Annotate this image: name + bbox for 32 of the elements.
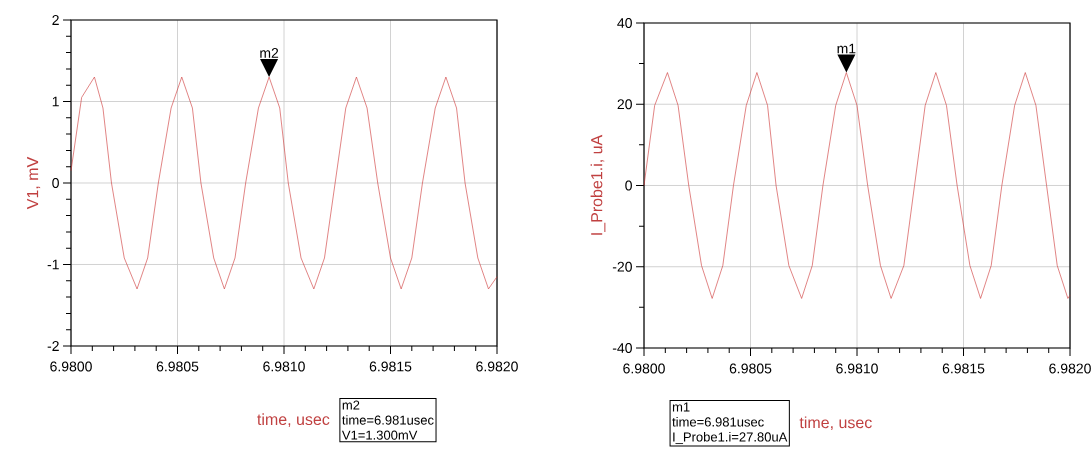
x-tick-label: 6.9805 — [156, 361, 199, 372]
x-tick-label: 6.9800 — [623, 363, 665, 374]
y-tick-label: 0 — [625, 180, 632, 191]
x-tick-label: 6.9810 — [263, 361, 305, 372]
x-tick-label: 6.9815 — [942, 363, 985, 374]
y-axis-title: I_Probe1.i, uA — [590, 134, 606, 235]
x-tick-label: 6.9820 — [476, 361, 518, 372]
x-tick-label: 6.9815 — [369, 361, 412, 372]
x-tick-label: 6.9810 — [836, 363, 878, 374]
y-tick-label: 40 — [617, 18, 632, 28]
text: m1 — [672, 402, 690, 412]
y-tick-label: -2 — [47, 341, 59, 351]
y-tick-label: -40 — [612, 343, 632, 353]
y-tick-label: 20 — [617, 99, 632, 110]
x-axis-title: time, usec — [799, 416, 872, 431]
y-tick-label: -20 — [612, 261, 632, 272]
x-axis-title: time, usec — [257, 413, 330, 427]
y-tick-label: -1 — [47, 259, 59, 270]
text: m2 — [342, 400, 360, 410]
annotation: m2 — [260, 48, 279, 58]
y-tick-label: 0 — [52, 178, 59, 188]
y-tick-label: 1 — [52, 96, 59, 107]
y-axis-title: V1, mV — [27, 156, 41, 210]
x-tick-label: 6.9820 — [1049, 363, 1091, 374]
text: I_Probe1.i=27.80uA — [673, 432, 788, 445]
annotation: m1 — [837, 43, 856, 54]
y-tick-label: 2 — [52, 15, 59, 25]
text: time=6.981usec — [342, 415, 434, 425]
x-tick-label: 6.9805 — [729, 363, 772, 374]
x-tick-label: 6.9800 — [50, 361, 92, 372]
text: time=6.981usec — [672, 417, 764, 427]
text: V1=1.300mV — [341, 430, 418, 440]
